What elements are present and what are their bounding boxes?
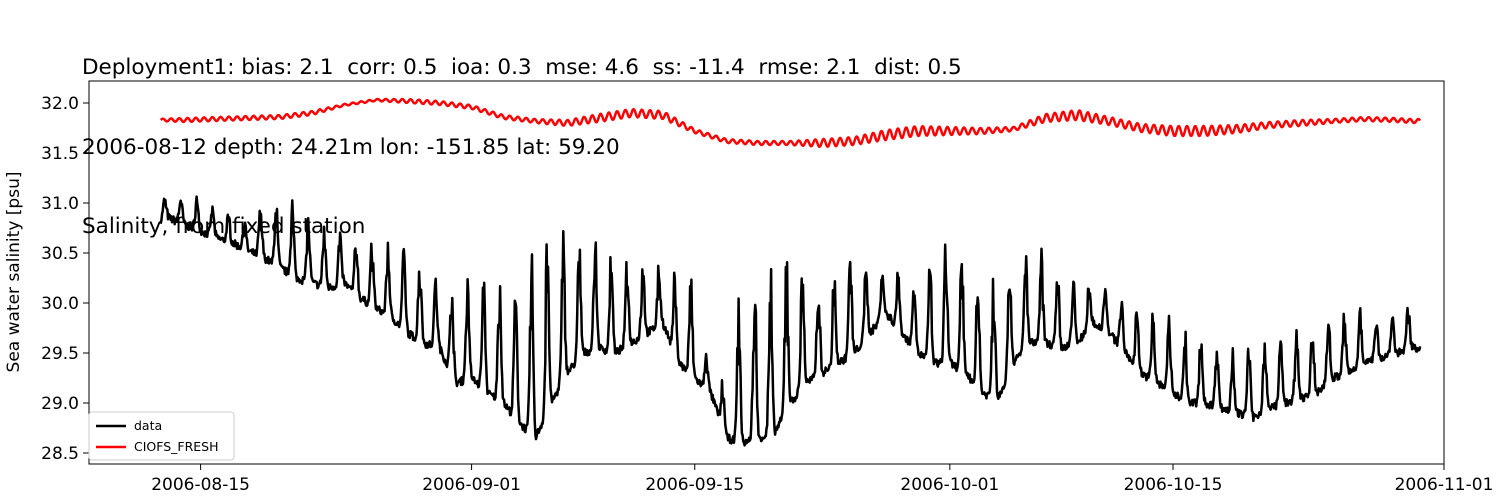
x-tick-label: 2006-09-15 bbox=[645, 475, 744, 495]
series-line-ciofs-fresh bbox=[159, 97, 1422, 149]
y-tick-label: 32.0 bbox=[41, 94, 79, 114]
y-tick-label: 29.0 bbox=[41, 394, 79, 414]
x-tick-label: 2006-09-01 bbox=[422, 475, 521, 495]
x-tick-label: 2006-10-15 bbox=[1124, 475, 1223, 495]
y-axis-label: Sea water salinity [psu] bbox=[4, 172, 24, 373]
x-axis: 2006-08-15 2006-09-01 2006-09-15 2006-10-01… bbox=[151, 464, 1493, 495]
y-tick-label: 31.0 bbox=[41, 194, 79, 214]
series-line-data bbox=[159, 195, 1422, 447]
legend-label-data: data bbox=[134, 418, 162, 433]
chart-title-line-1: Deployment1: bias: 2.1 corr: 0.5 ioa: 0.… bbox=[82, 55, 962, 80]
y-tick-label: 30.5 bbox=[41, 244, 79, 264]
x-tick-label: 2006-11-01 bbox=[1395, 475, 1494, 495]
x-tick-label: 2006-08-15 bbox=[151, 475, 250, 495]
y-axis: 28.5 29.0 29.5 30.0 30.5 31.0 31.5 32.0 bbox=[41, 94, 89, 464]
y-tick-label: 29.5 bbox=[41, 344, 79, 364]
series-layer bbox=[159, 97, 1422, 447]
plot-frame bbox=[88, 80, 1445, 465]
y-tick-label: 28.5 bbox=[41, 444, 79, 464]
y-tick-label: 31.5 bbox=[41, 144, 79, 164]
y-tick-label: 30.0 bbox=[41, 294, 79, 314]
chart-title-line-2: 2006-08-12 depth: 24.21m lon: -151.85 la… bbox=[82, 134, 620, 160]
x-tick-label: 2006-10-01 bbox=[900, 475, 999, 495]
legend-label-ciofs-fresh: CIOFS_FRESH bbox=[134, 439, 219, 454]
legend: data CIOFS_FRESH bbox=[88, 411, 235, 461]
